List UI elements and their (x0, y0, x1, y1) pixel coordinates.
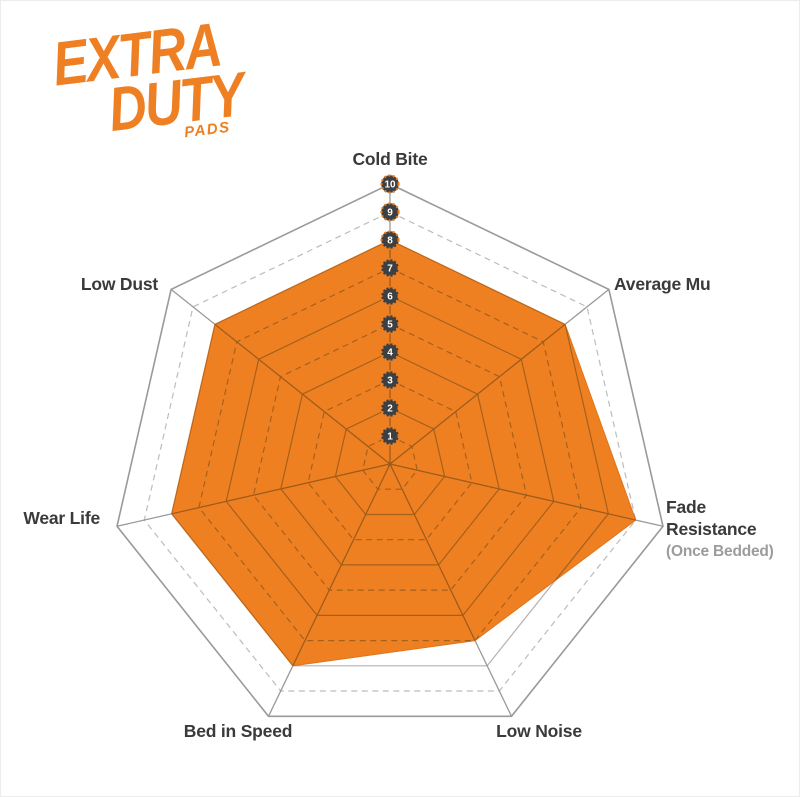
badge-number: 3 (387, 375, 393, 386)
axis-label-text: Cold Bite (352, 149, 427, 169)
axis-label-text: Resistance (666, 519, 757, 539)
scale-badge-6: 6 (380, 286, 400, 306)
axis-label-low-noise: Low Noise (496, 721, 582, 741)
scale-badge-5: 5 (380, 314, 400, 334)
grid-ring-3 (307, 379, 473, 541)
badge-dashed-ring (380, 174, 400, 194)
axis-label-text: Low Dust (81, 274, 159, 294)
grid-ring-4 (280, 351, 500, 566)
grid-ring-5 (252, 323, 528, 591)
axis-label-text: Average Mu (614, 274, 711, 294)
axis-label-average-mu: Average Mu (614, 274, 711, 294)
center-dot (387, 461, 393, 467)
grid-ring-9 (143, 211, 637, 692)
scale-badges: 1 2 3 4 5 6 7 8 9 10 (380, 174, 400, 446)
axis-spoke-5 (171, 463, 391, 527)
axis-spoke-4 (267, 463, 391, 666)
badge-circle (381, 371, 399, 389)
scale-badge-2: 2 (380, 398, 400, 418)
badge-dashed-ring (380, 202, 400, 222)
scale-badge-3: 3 (380, 370, 400, 390)
badge-dashed-ring (380, 426, 400, 446)
badge-circle (381, 399, 399, 417)
badge-circle (381, 231, 399, 249)
badge-number: 9 (387, 207, 393, 218)
badge-circle (381, 259, 399, 277)
scale-badge-7: 7 (380, 258, 400, 278)
badge-number: 2 (387, 403, 393, 414)
badge-circle (381, 175, 399, 193)
badge-dashed-ring (380, 258, 400, 278)
badge-number: 6 (387, 291, 393, 302)
axis-label-text: Low Noise (496, 721, 582, 741)
badge-number: 1 (387, 431, 393, 442)
grid-ring-7 (198, 267, 582, 642)
scale-badge-9: 9 (380, 202, 400, 222)
badge-dashed-ring (380, 230, 400, 250)
axis-label-bed-in-speed: Bed in Speed (184, 721, 293, 741)
axis-label-wear-life: Wear Life (23, 508, 100, 528)
scale-badge-8: 8 (380, 230, 400, 250)
badge-number: 5 (387, 319, 393, 330)
badge-circle (381, 315, 399, 333)
grid-ring-8 (171, 240, 610, 666)
axis-label-text: Bed in Speed (184, 721, 292, 741)
badge-dashed-ring (380, 314, 400, 334)
axis-label-text: Fade (666, 497, 707, 517)
axis-sublabel-text: (Once Bedded) (666, 543, 774, 560)
grid-ring-2 (334, 407, 446, 516)
badge-dashed-ring (380, 286, 400, 306)
scale-badge-10: 10 (380, 174, 400, 194)
badge-circle (381, 203, 399, 221)
badge-number: 8 (387, 235, 393, 246)
badge-number: 7 (387, 263, 393, 274)
axis-label-text: Wear Life (23, 508, 100, 528)
grid-ring-10 (116, 183, 664, 718)
axis-spoke-3 (389, 463, 513, 666)
axis-label-low-dust: Low Dust (81, 274, 159, 294)
badge-number: 10 (384, 179, 396, 190)
badge-dashed-ring (380, 342, 400, 362)
scale-badge-1: 1 (380, 426, 400, 446)
badge-dashed-ring (380, 370, 400, 390)
badge-number: 4 (387, 347, 393, 358)
badge-circle (381, 427, 399, 445)
axis-label-cold-bite: Cold Bite (352, 149, 428, 169)
axis-spoke-2 (389, 463, 636, 527)
badge-circle (381, 287, 399, 305)
grid-ring-1 (362, 435, 418, 490)
grid-ring-6 (225, 295, 555, 617)
scale-badge-4: 4 (380, 342, 400, 362)
badge-dashed-ring (380, 398, 400, 418)
badge-circle (381, 343, 399, 361)
